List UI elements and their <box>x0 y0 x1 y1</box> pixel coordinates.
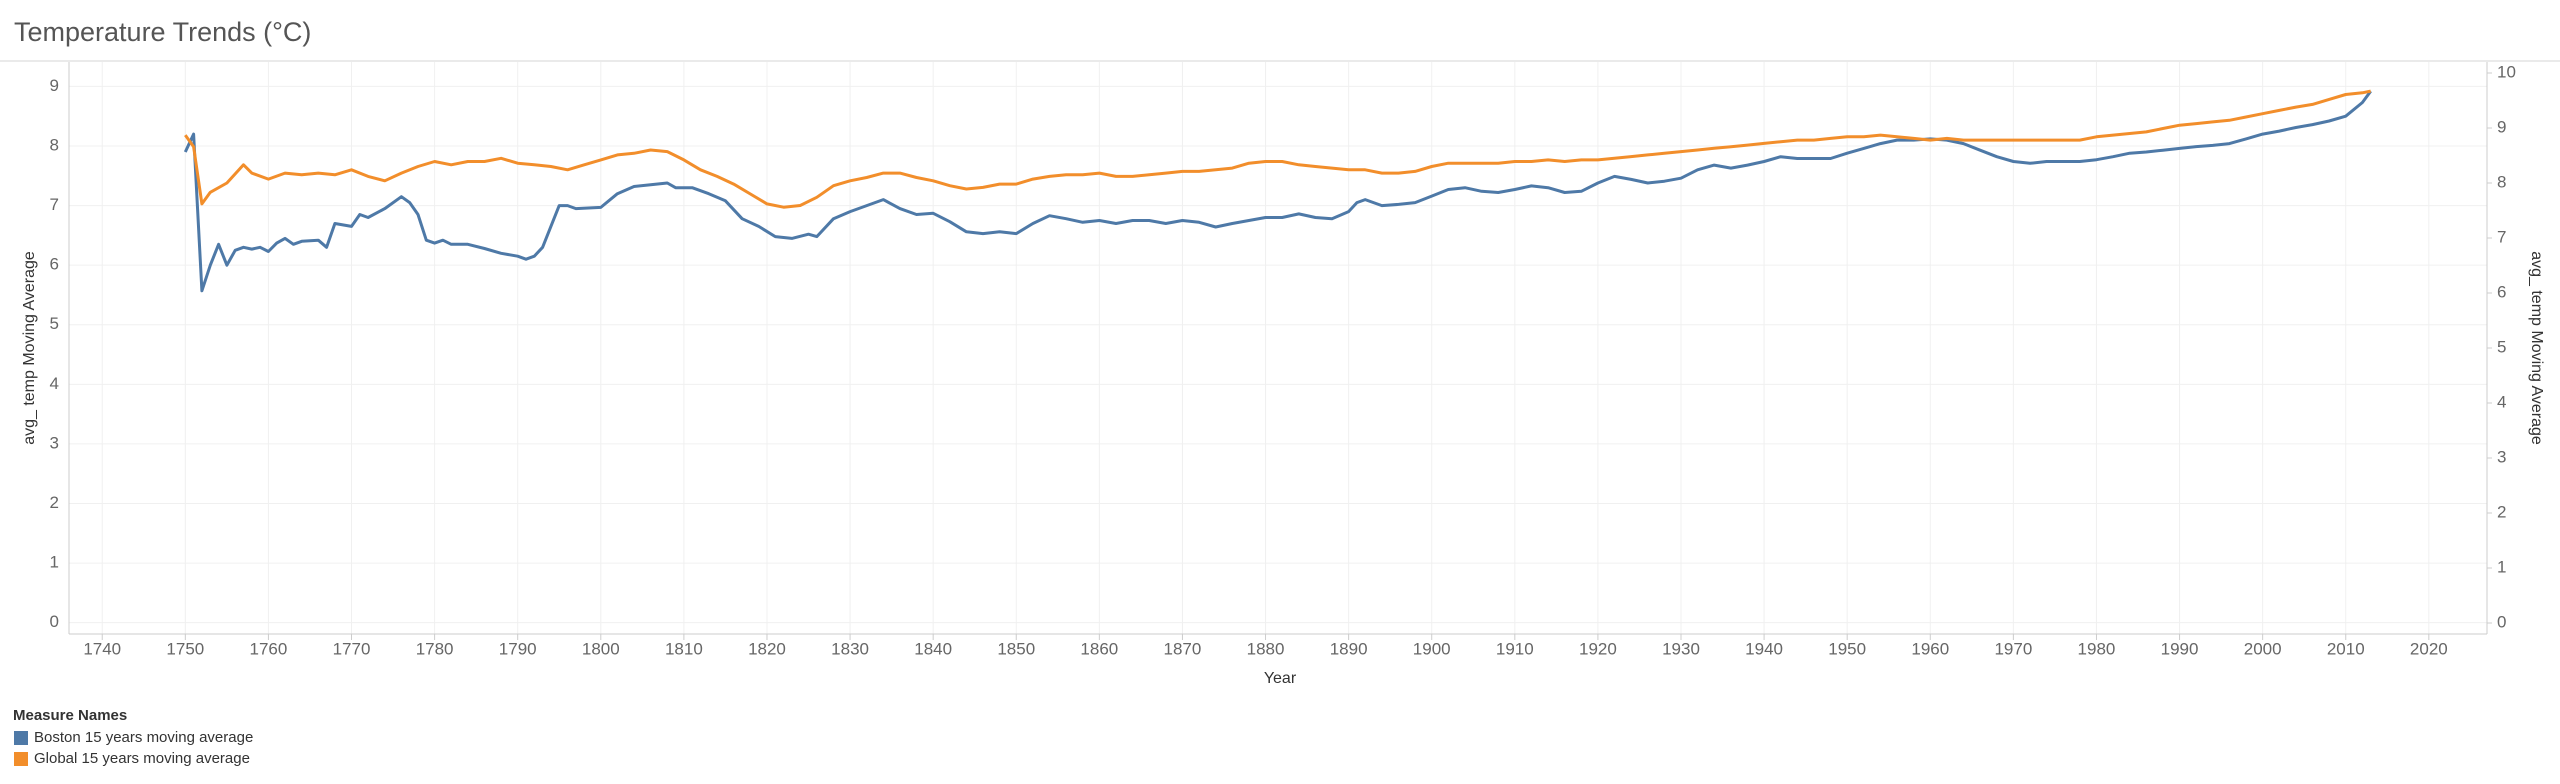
legend-label: Boston 15 years moving average <box>34 729 253 746</box>
x-tick-label: 1910 <box>1496 639 1534 658</box>
y-tick-label: 9 <box>50 76 59 95</box>
x-tick-label: 1830 <box>831 639 869 658</box>
x-tick-label: 1860 <box>1080 639 1118 658</box>
x-tick-label: 1760 <box>250 639 288 658</box>
x-tick-label: 2020 <box>2410 639 2448 658</box>
y2-tick-label: 10 <box>2497 62 2516 81</box>
x-tick-label: 1870 <box>1164 639 1202 658</box>
y2-tick-label: 0 <box>2497 612 2506 631</box>
y2-tick-label: 7 <box>2497 227 2506 246</box>
y-tick-label: 2 <box>50 493 59 512</box>
x-tick-label: 1850 <box>997 639 1035 658</box>
y-tick-label: 3 <box>50 433 59 452</box>
x-tick-label: 1950 <box>1828 639 1866 658</box>
x-tick-label: 2000 <box>2244 639 2282 658</box>
y2-tick-label: 1 <box>2497 557 2506 576</box>
x-tick-label: 1890 <box>1330 639 1368 658</box>
y-tick-label: 5 <box>50 314 59 333</box>
x-tick-label: 1980 <box>2078 639 2116 658</box>
y-tick-label: 8 <box>50 135 59 154</box>
y2-tick-label: 8 <box>2497 172 2506 191</box>
x-tick-label: 1900 <box>1413 639 1451 658</box>
x-tick-label: 1770 <box>333 639 371 658</box>
x-tick-label: 1990 <box>2161 639 2199 658</box>
x-tick-label: 1920 <box>1579 639 1617 658</box>
x-tick-label: 1810 <box>665 639 703 658</box>
x-tick-label: 1820 <box>748 639 786 658</box>
y-axis-title: avg_ temp Moving Average <box>21 251 38 445</box>
x-tick-label: 1800 <box>582 639 620 658</box>
x-tick-label: 1840 <box>914 639 952 658</box>
x-tick-label: 1930 <box>1662 639 1700 658</box>
y-tick-label: 7 <box>50 195 59 214</box>
x-tick-label: 1740 <box>83 639 121 658</box>
legend-label: Global 15 years moving average <box>34 750 250 767</box>
y2-tick-label: 4 <box>2497 392 2506 411</box>
chart-title: Temperature Trends (°C) <box>14 17 311 47</box>
x-tick-label: 1880 <box>1247 639 1285 658</box>
line-series <box>183 90 2372 293</box>
x-tick-label: 2010 <box>2327 639 2365 658</box>
legend-title: Measure Names <box>13 707 127 724</box>
x-tick-label: 1970 <box>1994 639 2032 658</box>
x-tick-label: 1780 <box>416 639 454 658</box>
y2-tick-label: 3 <box>2497 447 2506 466</box>
y-tick-label: 6 <box>50 255 59 274</box>
x-tick-label: 1960 <box>1911 639 1949 658</box>
x-tick-label: 1750 <box>166 639 204 658</box>
x-tick-label: 1940 <box>1745 639 1783 658</box>
y-tick-label: 1 <box>50 553 59 572</box>
y2-tick-label: 5 <box>2497 337 2506 356</box>
legend-swatch <box>14 731 28 745</box>
legend-swatch <box>14 752 28 766</box>
y-tick-label: 4 <box>50 374 59 393</box>
line-series <box>184 89 2372 209</box>
y2-tick-label: 2 <box>2497 502 2506 521</box>
x-tick-label: 1790 <box>499 639 537 658</box>
y2-tick-label: 6 <box>2497 282 2506 301</box>
x-axis-title: Year <box>1264 670 1297 687</box>
y-tick-label: 0 <box>50 612 59 631</box>
y2-tick-label: 9 <box>2497 117 2506 136</box>
y2-axis-title: avg_ temp Moving Average <box>2528 251 2545 445</box>
